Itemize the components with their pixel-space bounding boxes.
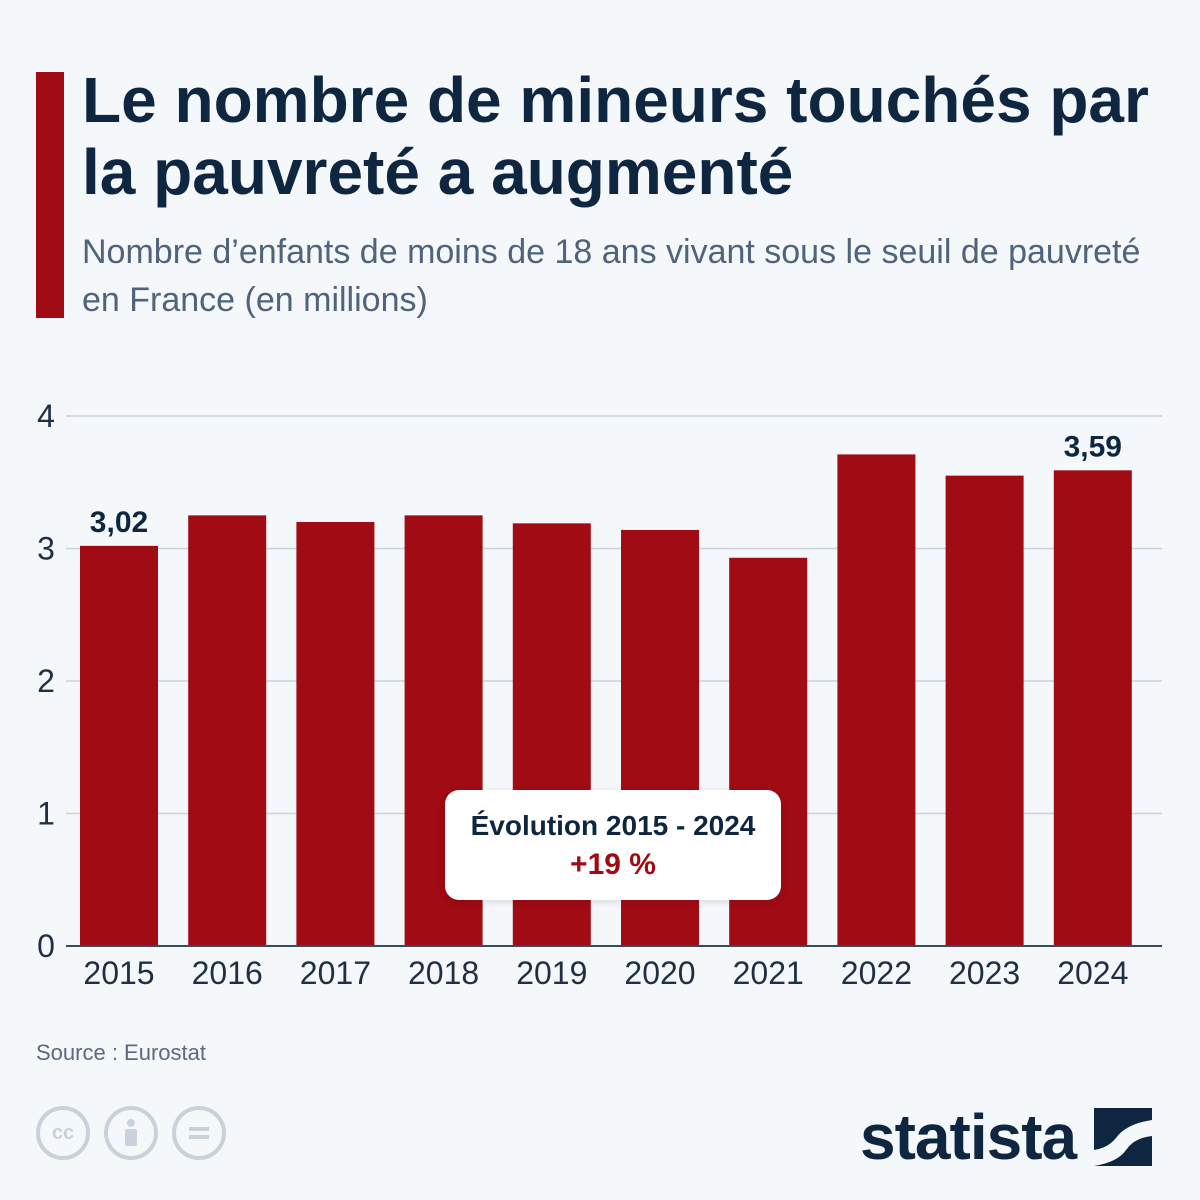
evolution-callout: Évolution 2015 - 2024 +19 % [445,790,781,900]
statista-brand[interactable]: statista [860,1100,1153,1174]
x-tick-label: 2018 [408,955,479,991]
chart-subtitle: Nombre d’enfants de moins de 18 ans viva… [82,233,1141,319]
attribution-icon[interactable] [104,1106,158,1160]
y-tick-label: 4 [37,398,55,434]
x-tick-label: 2024 [1057,955,1128,991]
bar-2024 [1053,470,1132,946]
labels: 0 1 2 3 4 2015 3,02 2016 2017 2018 2019 2020 2021 202… [37,398,1128,991]
bar-2022 [837,454,916,946]
x-tick-label: 2022 [841,955,912,991]
x-tick-label: 2017 [300,955,371,991]
x-tick-label: 2019 [516,955,587,991]
no-derivatives-icon[interactable] [172,1106,226,1160]
x-tick-label: 2020 [624,955,695,991]
callout-value: +19 % [570,848,656,881]
statista-logo-icon [1094,1108,1153,1166]
license-icons: cc [36,1106,226,1160]
value-label-2024: 3,59 [1064,430,1122,463]
x-tick-label: 2016 [192,955,263,991]
source-text: Source : Eurostat [36,1040,206,1065]
y-tick-label: 3 [37,531,55,567]
x-tick-label: 2015 [83,955,154,991]
cc-icon[interactable]: cc [36,1106,90,1160]
title-accent-bar [36,72,64,318]
brand-name: statista [860,1101,1077,1173]
bar-2015 [80,545,158,946]
y-tick-label: 0 [37,928,55,964]
x-tick-label: 2021 [733,955,804,991]
y-tick-label: 1 [37,796,55,832]
y-tick-label: 2 [37,663,55,699]
value-label-2015: 3,02 [90,506,148,539]
chart-title: Le nombre de mineurs touchés par la pauv… [82,64,1149,208]
bar-2016 [188,515,267,946]
callout-title: Évolution 2015 - 2024 [470,810,756,841]
bar-2023 [945,475,1024,946]
x-tick-label: 2023 [949,955,1020,991]
bar-2017 [296,522,375,946]
